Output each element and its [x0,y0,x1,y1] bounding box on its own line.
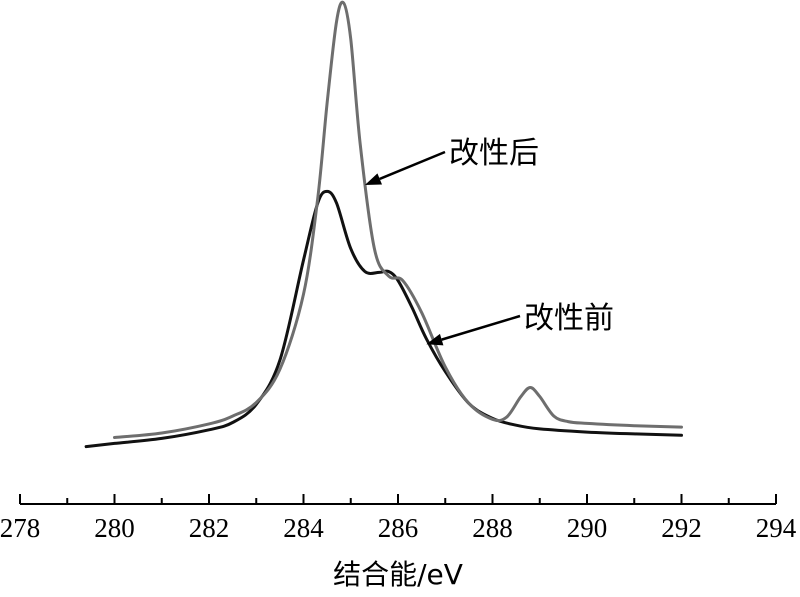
x-tick-label: 280 [94,513,135,543]
annotation-arrow-shaft [441,314,521,341]
x-tick-label: 282 [189,513,230,543]
x-tick-label: 292 [661,513,702,543]
x-tick-label: 290 [567,513,608,543]
series-line-after [113,0,683,439]
x-axis-ticks [19,494,777,504]
x-tick-label: 284 [283,513,324,543]
x-tick-label: 294 [756,513,797,543]
series-layer [84,0,683,449]
x-tick-label: 278 [0,513,40,543]
annotation-after: 改性后 [364,136,539,185]
annotation-label: 改性前 [524,301,614,336]
x-axis-tick-labels: 278 280 282 284 286 288 290 292 294 [0,513,797,543]
x-axis-title: 结合能/eV [333,558,463,591]
series-line-before [84,189,683,449]
annotation-before: 改性前 [426,301,614,346]
x-tick-label: 286 [378,513,419,543]
annotation-arrow-shaft [379,150,446,181]
x-tick-label: 288 [472,513,513,543]
annotation-arrow-head [426,333,444,346]
annotation-label: 改性后 [449,136,539,171]
annotation-arrow-head [364,173,383,185]
